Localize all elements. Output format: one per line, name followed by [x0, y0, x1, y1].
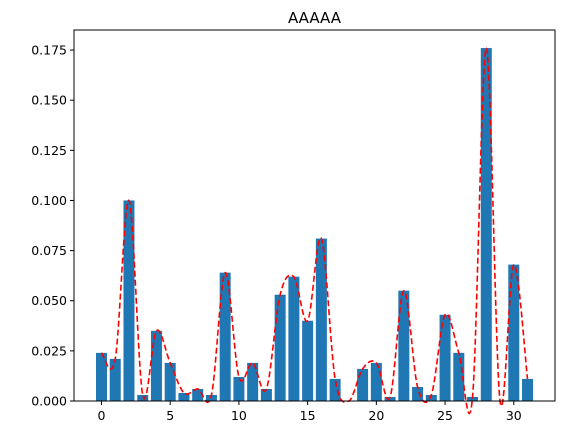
bar-28	[480, 48, 492, 402]
x-tick-label: 15	[300, 408, 316, 423]
bar-4	[150, 330, 162, 401]
bar-5	[164, 362, 176, 401]
series-line	[100, 47, 529, 415]
x-tick-label: 30	[506, 408, 522, 423]
bar-21	[384, 396, 396, 401]
bar-23	[412, 386, 424, 401]
bar-16	[315, 238, 327, 401]
bar-0	[95, 352, 107, 401]
bar-10	[233, 376, 245, 401]
bar-26	[453, 352, 465, 401]
bar-24	[425, 394, 437, 401]
bar-2	[123, 200, 135, 401]
x-axis-ticks: 0 5 10 15 20 25 30	[98, 401, 522, 423]
bar-17	[329, 378, 341, 401]
y-axis-ticks: 0.000 0.025 0.050 0.075 0.100 0.125 0.150 0.175	[31, 43, 74, 409]
x-tick-label: 10	[231, 408, 247, 423]
bar-13	[274, 294, 286, 401]
y-tick-label: 0.050	[31, 293, 67, 308]
bar-30	[508, 264, 520, 401]
bar-8	[205, 394, 217, 401]
bar-7	[192, 388, 204, 401]
bar-22	[398, 290, 410, 401]
y-tick-label: 0.175	[31, 43, 67, 58]
x-tick-label: 0	[98, 408, 106, 423]
bar-3	[137, 394, 149, 401]
y-tick-label: 0.025	[31, 343, 67, 358]
bar-15	[302, 320, 314, 401]
bars-group	[95, 48, 534, 402]
bar-6	[178, 392, 190, 401]
chart-title: AAAAA	[288, 9, 342, 27]
plot-area-frame	[73, 29, 556, 402]
bar-19	[357, 368, 369, 401]
x-tick-label: 5	[166, 408, 174, 423]
y-tick-label: 0.125	[31, 143, 67, 158]
bar-9	[219, 272, 231, 401]
line-group	[100, 47, 529, 415]
y-tick-label: 0.150	[31, 93, 67, 108]
bar-20	[370, 362, 382, 401]
bar-14	[288, 276, 300, 401]
bar-25	[439, 314, 451, 401]
y-tick-label: 0.075	[31, 243, 67, 258]
x-tick-label: 25	[437, 408, 453, 423]
bar-27	[467, 396, 479, 401]
bar-1	[109, 358, 121, 401]
bar-12	[260, 388, 272, 401]
y-tick-label: 0.100	[31, 193, 67, 208]
y-tick-label: 0.000	[31, 394, 67, 409]
bar-11	[247, 362, 259, 401]
x-tick-label: 20	[368, 408, 384, 423]
bar-31	[522, 378, 534, 401]
